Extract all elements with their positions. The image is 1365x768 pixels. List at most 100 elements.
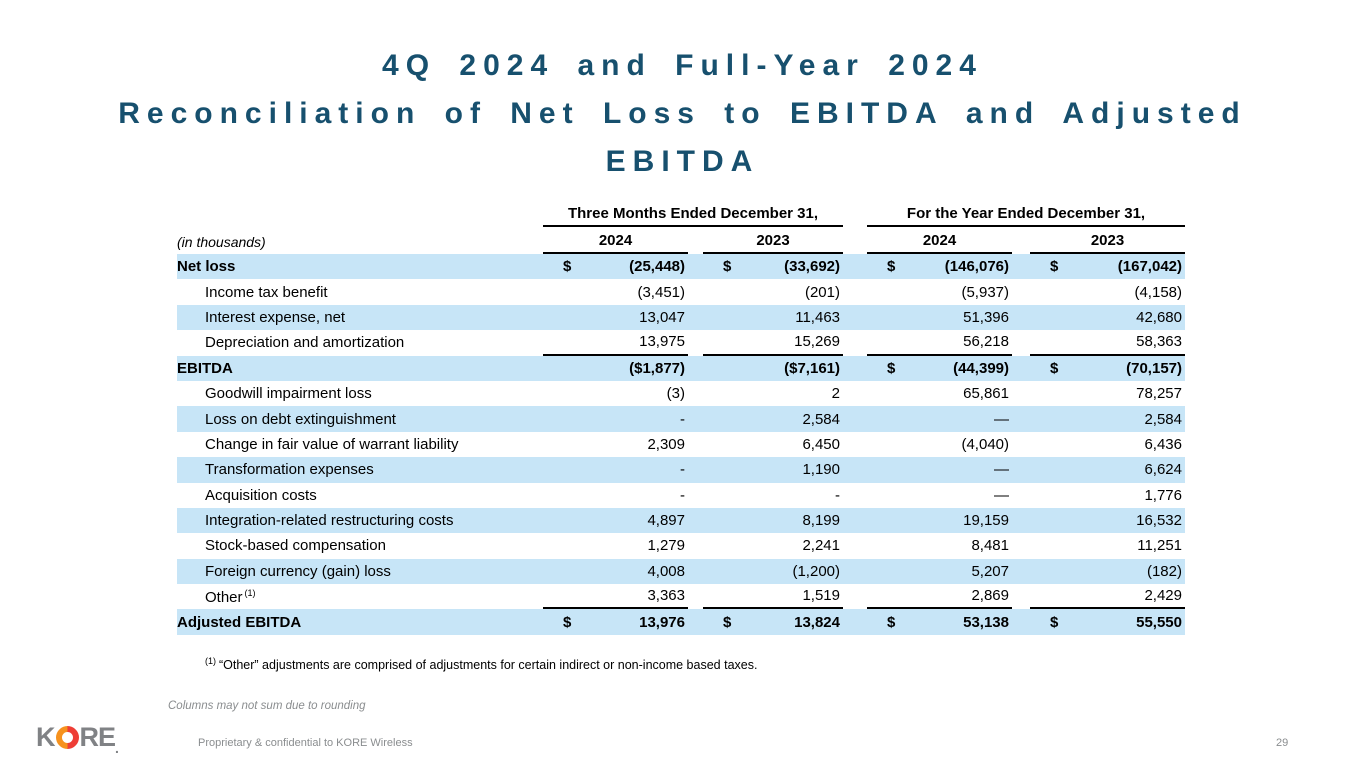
cell-value: 1,190: [802, 461, 840, 479]
table-row: EBITDA ($1,877) ($7,161) $ (44,399) $ (70,157): [177, 355, 1185, 381]
column-gap: [1012, 457, 1030, 482]
footnote: (1) “Other” adjustments are comprised of …: [205, 656, 757, 672]
cell-value: 19,159: [963, 512, 1009, 530]
row-label: Other (1): [205, 587, 256, 606]
year-header: 2024: [867, 232, 1012, 254]
cell-value: 3,363: [647, 587, 685, 605]
cell-value: 78,257: [1136, 385, 1182, 403]
column-gap: [843, 254, 867, 279]
cell-value: -: [680, 461, 685, 479]
value-cell: 19,159: [867, 508, 1012, 533]
column-gap: [1012, 559, 1030, 584]
title-line-2: Reconciliation of Net Loss to EBITDA and…: [118, 97, 1247, 130]
value-cell: 2,241: [703, 533, 843, 558]
cell-value: 11,463: [795, 308, 840, 326]
column-gap: [1012, 508, 1030, 533]
year-header: 2024: [543, 232, 688, 254]
value-cell: 6,436: [1030, 432, 1185, 457]
cell-value: 4,897: [647, 512, 685, 530]
row-label: EBITDA: [177, 359, 233, 377]
column-gap: [688, 254, 703, 279]
group-header-year: For the Year Ended December 31,: [867, 205, 1185, 227]
table-row: Foreign currency (gain) loss 4,008 (1,200)…: [177, 558, 1185, 585]
value-cell: —: [867, 406, 1012, 431]
table-row: Interest expense, net 13,047 11,463 51,396 4…: [177, 304, 1185, 331]
reconciliation-table: Three Months Ended December 31, For the …: [177, 205, 1185, 635]
column-gap: [843, 584, 867, 609]
dollar-sign: $: [563, 258, 572, 276]
cell-value: 2,241: [802, 537, 840, 555]
cell-value: 5,207: [971, 562, 1009, 580]
page-title: 4Q 2024 and Full-Year 2024 Reconciliatio…: [0, 42, 1365, 186]
column-gap: [843, 330, 867, 355]
title-line-3: EBITDA: [605, 145, 760, 178]
column-gap: [1012, 381, 1030, 406]
column-gap: [843, 432, 867, 457]
cell-value: ($1,877): [629, 359, 685, 377]
in-thousands-label: (in thousands): [177, 234, 266, 250]
dollar-sign: $: [723, 613, 732, 631]
column-gap: [688, 457, 703, 482]
table-row: Change in fair value of warrant liabilit…: [177, 432, 1185, 457]
row-label: Loss on debt extinguishment: [205, 410, 396, 428]
cell-value: (167,042): [1117, 258, 1182, 276]
cell-value: 2,584: [802, 410, 840, 428]
row-label: Stock-based compensation: [205, 537, 386, 555]
value-cell: -: [543, 406, 688, 431]
value-cell: (182): [1030, 559, 1185, 584]
cell-value: 2: [831, 385, 840, 403]
dollar-sign: $: [1050, 613, 1059, 631]
value-cell: $53,138: [867, 609, 1012, 634]
value-cell: 78,257: [1030, 381, 1185, 406]
value-cell: (1,200): [703, 559, 843, 584]
column-gap: [1012, 279, 1030, 304]
cell-value: -: [680, 486, 685, 504]
row-label: Acquisition costs: [205, 486, 317, 504]
cell-value: 58,363: [1136, 333, 1182, 351]
table-row: Net loss $ (25,448) $ (33,692) $ (146,076) $ (16…: [177, 254, 1185, 280]
cell-value: (33,692): [784, 258, 840, 276]
cell-value: 8,481: [971, 537, 1009, 555]
column-gap: [843, 559, 867, 584]
cell-value: 53,138: [963, 613, 1009, 631]
cell-value: 6,436: [1144, 435, 1182, 453]
cell-value: (4,158): [1134, 283, 1182, 301]
table-row: Integration-related restructuring costs 4…: [177, 507, 1185, 534]
dollar-sign: $: [1050, 258, 1059, 276]
value-cell: 2,584: [1030, 406, 1185, 431]
value-cell: (4,158): [1030, 279, 1185, 304]
column-gap: [688, 584, 703, 609]
column-gap: [688, 356, 703, 381]
group-header-gap: [843, 205, 867, 227]
column-gap: [843, 609, 867, 634]
value-cell: 1,279: [543, 533, 688, 558]
rounding-note: Columns may not sum due to rounding: [168, 700, 366, 712]
column-gap: [688, 432, 703, 457]
row-label: Income tax benefit: [205, 283, 328, 301]
value-cell: 2,309: [543, 432, 688, 457]
cell-value: —: [994, 461, 1009, 479]
cell-value: (70,157): [1126, 359, 1182, 377]
value-cell: 51,396: [867, 305, 1012, 330]
row-label: Net loss: [177, 258, 236, 276]
value-cell: 1,519: [703, 584, 843, 610]
value-cell: 13,047: [543, 305, 688, 330]
column-gap: [688, 533, 703, 558]
value-cell: (4,040): [867, 432, 1012, 457]
value-cell: (5,937): [867, 279, 1012, 304]
cell-value: 2,429: [1144, 587, 1182, 605]
cell-value: 55,550: [1136, 613, 1182, 631]
value-cell: 58,363: [1030, 330, 1185, 356]
value-cell: $ (167,042): [1030, 254, 1185, 279]
cell-value: -: [835, 486, 840, 504]
column-gap: [1012, 609, 1030, 634]
row-label: Change in fair value of warrant liabilit…: [205, 435, 459, 453]
cell-value: 11,251: [1137, 537, 1182, 555]
column-gap: [688, 406, 703, 431]
row-label: Goodwill impairment loss: [205, 385, 372, 403]
year-header: 2023: [1030, 232, 1185, 254]
value-cell: 4,008: [543, 559, 688, 584]
column-gap: [1012, 483, 1030, 508]
value-cell: 11,463: [703, 305, 843, 330]
dollar-sign: $: [887, 258, 896, 276]
